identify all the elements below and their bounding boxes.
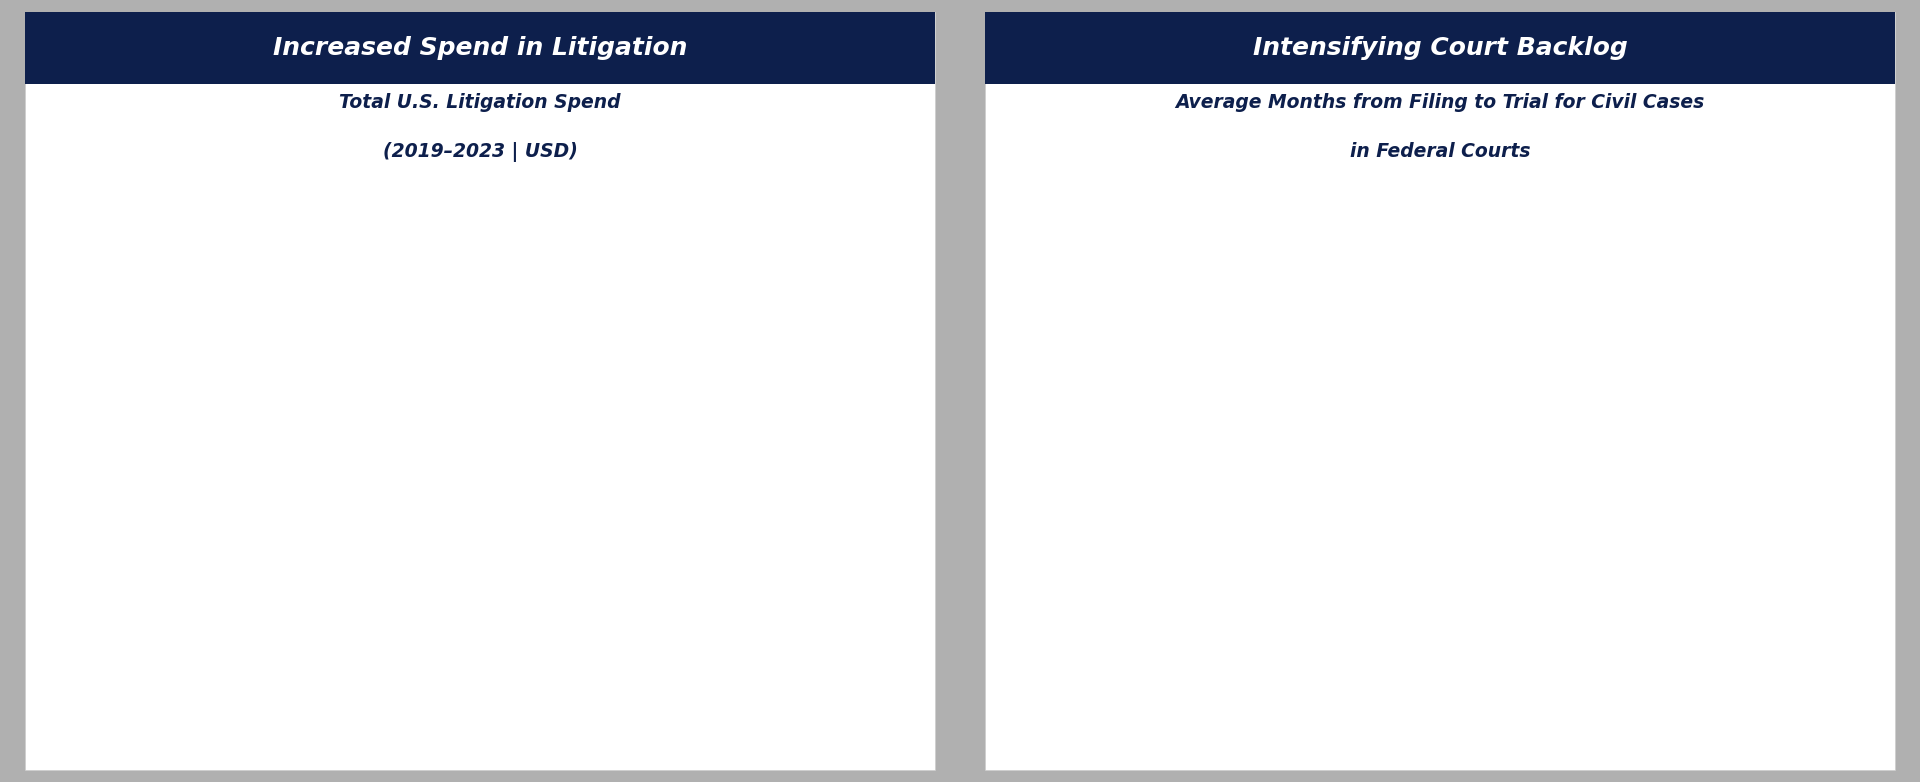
Bar [1127, 370, 1194, 723]
Text: 26.0: 26.0 [1267, 339, 1308, 357]
Bar [778, 239, 856, 782]
Text: Intensifying Court Backlog: Intensifying Court Backlog [1252, 36, 1628, 59]
Text: $23.7B: $23.7B [478, 429, 547, 447]
Bar [1761, 261, 1828, 723]
Text: $22.8B: $22.8B [326, 495, 396, 513]
Bar [1254, 361, 1321, 723]
Text: Total U.S. Litigation Spend: Total U.S. Litigation Spend [340, 93, 620, 112]
Text: $25.2B: $25.2B [630, 319, 699, 337]
Text: (2019–2023 | USD): (2019–2023 | USD) [382, 142, 578, 163]
Text: $26.6B: $26.6B [783, 216, 851, 234]
Text: Increased Spend in Litigation: Increased Spend in Litigation [273, 36, 687, 59]
Bar [626, 341, 705, 782]
Text: CAGR 2019–2023: 3%: CAGR 2019–2023: 3% [480, 239, 653, 295]
Bar [472, 451, 553, 782]
Text: 29.3: 29.3 [1521, 293, 1561, 311]
Text: 25.4: 25.4 [1140, 347, 1181, 365]
Text: 26.9: 26.9 [1394, 326, 1434, 344]
Text: in Federal Courts: in Federal Courts [1350, 142, 1530, 161]
Bar [1634, 303, 1701, 723]
Text: $22.8B: $22.8B [175, 495, 242, 513]
Bar [169, 518, 248, 782]
Bar [321, 518, 399, 782]
Bar [1380, 349, 1448, 723]
Text: 30.2: 30.2 [1647, 281, 1688, 299]
Y-axis label: Months: Months [1000, 442, 1020, 518]
Text: 33.2: 33.2 [1774, 239, 1814, 256]
Bar [1507, 315, 1574, 723]
Text: Average Months from Filing to Trial for Civil Cases: Average Months from Filing to Trial for … [1175, 93, 1705, 112]
